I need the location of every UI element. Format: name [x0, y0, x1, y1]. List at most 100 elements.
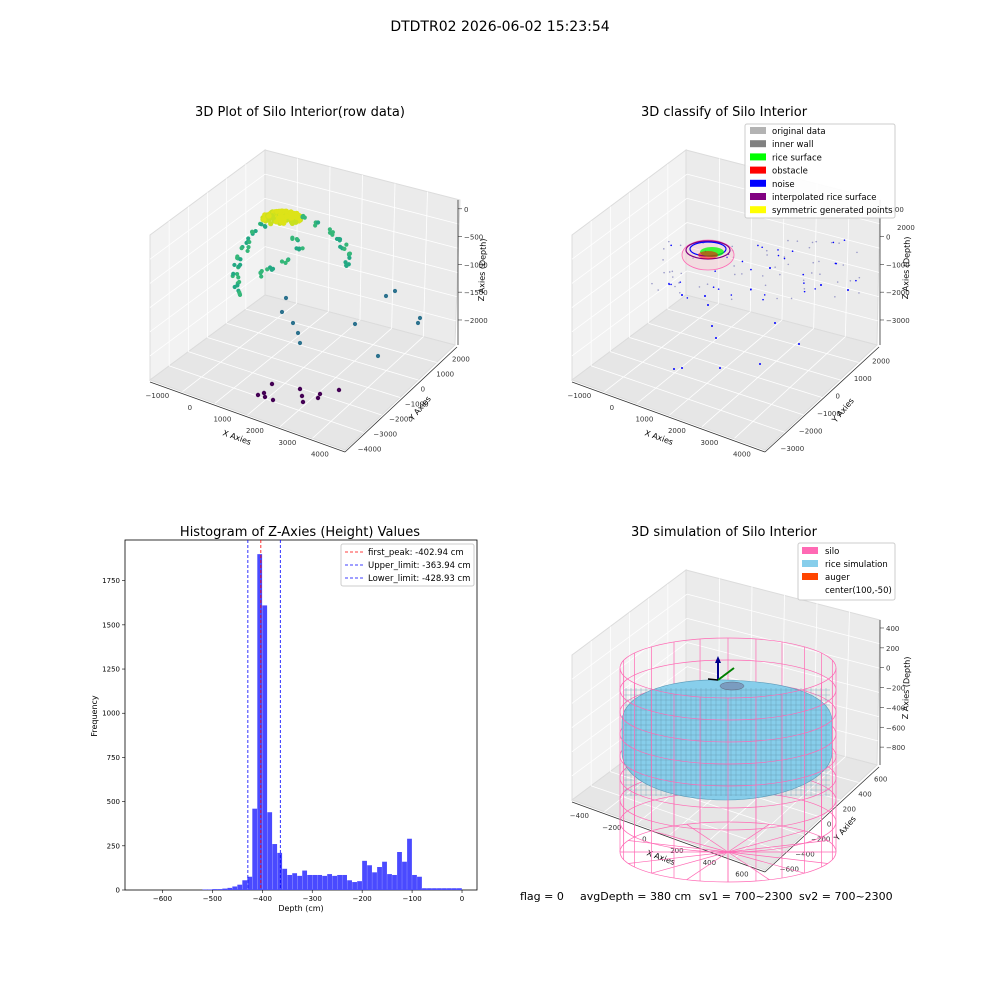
grid-line: [667, 308, 859, 363]
histogram-bar: [457, 888, 462, 890]
raw-point: [255, 392, 261, 398]
raw-point: [313, 223, 318, 228]
raw-point: [235, 255, 240, 261]
silo-wireframe-front: [619, 667, 837, 883]
z-tick-label: 400: [886, 625, 899, 633]
raw-point: [262, 224, 267, 229]
classify-noise-point: [706, 283, 709, 285]
y-tick-label: 0: [421, 386, 425, 394]
x-tick-label: 0: [460, 895, 464, 903]
raw-grid: [149, 158, 460, 439]
raw-point: [261, 390, 267, 396]
histogram-bar: [287, 874, 293, 890]
auger-shadow: [719, 681, 745, 691]
y-tick-label: 1000: [102, 710, 120, 718]
raw-point: [269, 381, 275, 387]
classify-noise-point: [681, 294, 683, 296]
classify-noise-point: [726, 256, 728, 259]
raw-point: [270, 266, 276, 271]
raw-point: [294, 237, 299, 242]
raw-point: [297, 340, 303, 346]
classify-noise-point: [704, 295, 706, 297]
classify-noise-point: [777, 249, 779, 251]
raw-point: [352, 321, 358, 327]
classify-noise-point: [759, 363, 761, 365]
x-tick-label: 3000: [700, 439, 718, 447]
legend-swatch: [802, 547, 818, 554]
histogram-bar: [307, 874, 313, 890]
raw-point: [285, 257, 291, 263]
histogram-bar: [357, 881, 362, 890]
raw-point: [259, 222, 264, 227]
raw-point: [343, 260, 348, 265]
classify-noise-point: [678, 282, 680, 284]
y-tick-label: 750: [107, 754, 120, 762]
simulation-3d-plot: 3D simulation of Silo Interior −400 −200 0…: [570, 525, 912, 883]
histogram-bar: [272, 844, 278, 890]
y-tick-label: −4000: [358, 446, 382, 454]
histogram-bar: [297, 875, 303, 890]
histogram-bar: [202, 889, 208, 890]
legend-label: symmetric generated points: [772, 206, 893, 216]
legend-label: first_peak: -402.94 cm: [368, 548, 464, 558]
classify-noise-point: [762, 298, 764, 301]
z-tick-label: −3000: [886, 317, 910, 325]
y-tick-label: 1250: [102, 666, 120, 674]
legend-label: Upper_limit: -363.94 cm: [368, 561, 471, 571]
x-tick-label: −300: [303, 895, 322, 903]
y-tick-label: 250: [107, 842, 120, 850]
histogram-bar: [227, 887, 233, 890]
y-tick-label: 500: [107, 798, 120, 806]
classify-noise-point: [670, 283, 672, 286]
grid-line: [149, 270, 266, 357]
y-tick-label: 2000: [452, 356, 470, 364]
histogram-bar: [237, 884, 243, 890]
silo-spoke: [727, 840, 828, 853]
histogram-bar: [377, 867, 382, 890]
legend-label: interpolated rice surface: [772, 193, 877, 203]
classify-noise-point: [810, 272, 813, 274]
histogram-bar: [277, 852, 283, 890]
silo-spoke: [686, 851, 729, 881]
classify-noise-point: [856, 251, 858, 254]
y-tick-label: −3000: [781, 445, 805, 453]
classify-legend-box: [744, 123, 896, 219]
x-tick-label: −200: [602, 824, 621, 832]
simulation-legend: silo rice simulation auger center(100,-50): [802, 547, 892, 596]
classify-noise-point: [731, 245, 734, 248]
raw-point: [279, 259, 285, 264]
classify-noise-point: [776, 297, 778, 300]
classify-noise-point: [783, 257, 786, 260]
classify-noise-point: [774, 322, 776, 324]
x-tick-label: 0: [642, 835, 646, 843]
z-tick-label: −2000: [464, 317, 488, 325]
classify-noise-point: [681, 367, 683, 369]
raw-point: [315, 395, 321, 401]
classify-noise-point: [698, 286, 701, 288]
classify-noise-point: [783, 256, 786, 258]
silo-spoke: [651, 830, 729, 853]
classify-noise-point: [787, 263, 790, 266]
histogram-y-label: Frequency: [90, 695, 99, 737]
y-tick-label: 1000: [854, 375, 872, 383]
classify-noise-point: [814, 288, 816, 290]
classify-noise-point: [802, 279, 805, 282]
x-tick-label: 3000: [278, 439, 296, 447]
raw-point: [279, 213, 285, 220]
x-tick-label: 1000: [213, 415, 231, 423]
raw-point: [296, 247, 302, 252]
z-tick-label: −600: [886, 724, 905, 732]
classify-noise-point: [858, 292, 860, 294]
raw-point: [346, 251, 352, 256]
simulation-x-axis-line: [571, 801, 766, 873]
y-tick-label: 600: [874, 776, 887, 784]
classify-noise-point: [714, 270, 716, 272]
y-tick-label: −1000: [817, 410, 841, 418]
center-axis-y: [717, 667, 735, 681]
classify-noise-point: [763, 294, 766, 296]
histogram-bar: [247, 876, 253, 890]
x-tick-label: −200: [353, 895, 372, 903]
classify-noise-point: [679, 291, 681, 294]
silo-spoke: [628, 840, 729, 853]
